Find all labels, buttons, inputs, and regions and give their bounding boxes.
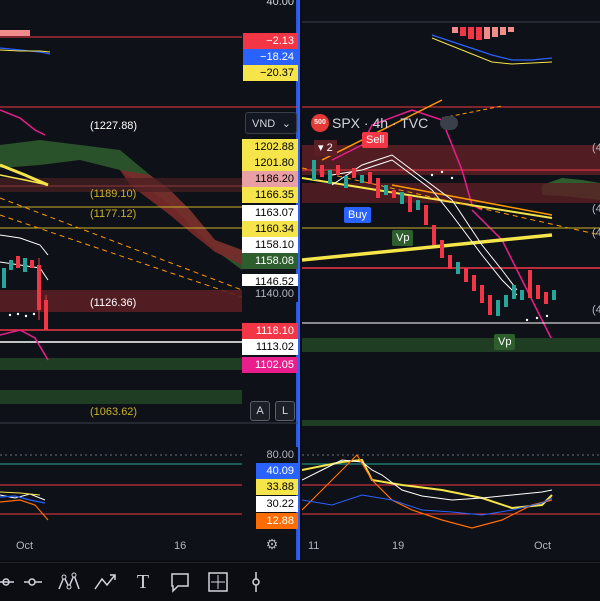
resistance-zone: [0, 290, 242, 312]
currency-select[interactable]: VND ⌄: [245, 112, 297, 134]
edge-level-label: (4: [592, 203, 600, 215]
annotation-level: (1063.62): [90, 406, 138, 418]
osc-scale-label: 80.00: [256, 447, 298, 463]
price-scale-label: 1186.20: [242, 171, 298, 187]
log-scale-button[interactable]: L: [275, 401, 295, 421]
osc-scale-label: 40.09: [256, 463, 298, 479]
trend-line-orange: [0, 197, 243, 291]
volume-profile-label: Vp: [392, 230, 414, 246]
bollinger-upper: [0, 109, 46, 136]
cloud-status-icon: [440, 116, 458, 130]
chevron-down-icon: ▾: [318, 142, 324, 154]
price-scale-label: 1158.08: [242, 253, 298, 269]
ema-white: [0, 234, 49, 256]
candles-right: [312, 160, 556, 316]
horizontal-ray-tool-icon[interactable]: [20, 569, 46, 595]
osc-scale-label: 12.88: [256, 513, 298, 529]
lines-tool-icon[interactable]: [0, 569, 18, 595]
price-scale-label: 1163.07: [242, 205, 298, 221]
price-scale-label: 1140.00: [242, 286, 298, 302]
sell-signal-label: Sell: [362, 132, 389, 148]
callout-tool-icon[interactable]: [167, 569, 193, 595]
edge-level-label: (4: [592, 304, 600, 316]
time-axis-label: Oct: [534, 540, 552, 552]
macd-line-value: −20.37: [243, 65, 298, 81]
symbol-logo-badge: 500: [311, 114, 329, 132]
support-zone: [0, 358, 242, 370]
macd-scale-label: 40.00: [266, 0, 294, 8]
time-axis-label: 16: [174, 540, 187, 552]
edge-level-label: (4: [592, 142, 600, 154]
drawing-toolbar: T: [0, 562, 600, 601]
left-chart-pane[interactable]: 40.00 −2.13 −18.24 −20.37 VND ⌄ 1202.88 1…: [0, 0, 300, 560]
trend-line-orange: [321, 99, 443, 161]
buy-signal-label: Buy: [344, 207, 371, 223]
edge-level-label: (4: [592, 227, 600, 239]
price-scale-label: 1166.35: [242, 187, 298, 203]
annotation-level: (1189.10): [90, 188, 137, 200]
ma-thick-yellow: [302, 233, 553, 262]
price-scale-label: 1113.02: [242, 339, 298, 355]
price-scale-label: 1102.05: [242, 357, 298, 373]
price-scale-label: 1201.80: [242, 155, 298, 171]
annotation-level: (1126.36): [90, 297, 137, 309]
position-count-value: 2: [326, 142, 333, 154]
vertical-line-tool-icon[interactable]: [243, 569, 269, 595]
settings-gear-icon[interactable]: ⚙: [265, 536, 279, 552]
macd-histogram: [0, 30, 30, 36]
candles-left: [2, 256, 48, 330]
price-scale-label: 1158.10: [242, 237, 298, 253]
ma-thin-yellow: [0, 174, 49, 186]
text-tool-icon[interactable]: T: [136, 571, 150, 593]
time-axis-label: 19: [392, 540, 405, 552]
chevron-down-icon: ⌄: [281, 118, 291, 130]
right-chart-canvas[interactable]: [302, 0, 600, 560]
auto-scale-button[interactable]: A: [250, 401, 270, 421]
time-axis-label: 11: [308, 540, 320, 552]
annotation-level: (1227.88): [90, 120, 138, 132]
annotation-level: (1177.12): [90, 208, 137, 220]
ichimoku-cloud-red: [120, 170, 242, 265]
ma-thick-yellow: [0, 163, 49, 187]
ichimoku-cloud-green: [0, 140, 242, 270]
price-scale-label: 1202.88: [242, 139, 298, 155]
osc-scale-label: 30.22: [256, 496, 298, 512]
pattern-tool-icon[interactable]: [56, 569, 82, 595]
symbol-legend-title[interactable]: SPX · 4h · TVC: [332, 115, 429, 131]
macd-signal-value: −18.24: [243, 49, 298, 65]
macd-histogram-value: −2.13: [243, 33, 298, 49]
bollinger-lower: [0, 329, 49, 361]
osc-orange-line: [0, 499, 49, 521]
macd-histogram-right: [452, 27, 514, 40]
volume-profile-label: Vp: [494, 334, 516, 350]
right-chart-pane[interactable]: 500 SPX · 4h · TVC Sell Buy Vp Vp ▾ 2 11…: [302, 0, 600, 560]
time-axis-label: Oct: [16, 540, 34, 552]
position-count-badge[interactable]: ▾ 2: [314, 140, 337, 156]
currency-select-value: VND: [252, 118, 276, 130]
left-chart-canvas[interactable]: [0, 0, 300, 560]
price-scale-label: 1118.10: [242, 323, 298, 339]
macd-line: [0, 49, 51, 53]
osc-scale-label: 33.88: [256, 479, 298, 495]
price-scale-label: 1160.34: [242, 221, 298, 237]
measure-tool-icon[interactable]: [205, 569, 231, 595]
path-tool-icon[interactable]: [92, 569, 118, 595]
